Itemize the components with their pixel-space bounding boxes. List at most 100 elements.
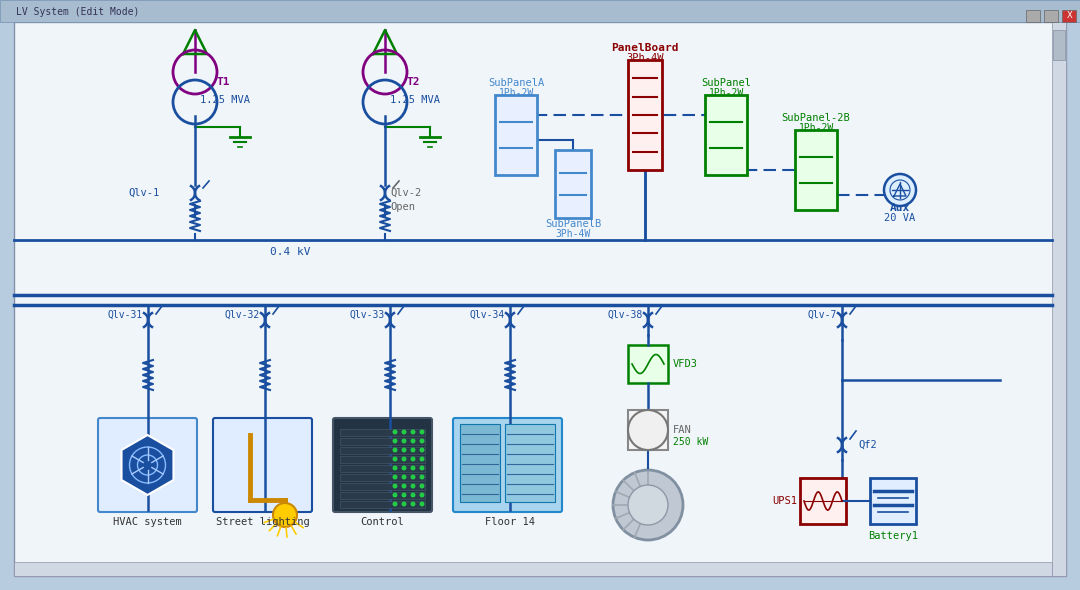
FancyBboxPatch shape (460, 424, 500, 502)
Circle shape (419, 438, 424, 444)
Text: Battery1: Battery1 (868, 531, 918, 541)
FancyBboxPatch shape (333, 418, 432, 512)
Text: SubPanelA: SubPanelA (488, 78, 544, 88)
Text: Qlv-1: Qlv-1 (129, 188, 160, 198)
Circle shape (392, 502, 397, 506)
FancyBboxPatch shape (1052, 22, 1066, 576)
FancyBboxPatch shape (627, 60, 662, 170)
Text: Qlv-32: Qlv-32 (225, 310, 260, 320)
Text: 20 VA: 20 VA (885, 213, 916, 223)
Circle shape (410, 430, 416, 434)
Text: 3Ph-4W: 3Ph-4W (555, 229, 591, 239)
Circle shape (627, 410, 669, 450)
FancyBboxPatch shape (14, 22, 1066, 576)
Circle shape (419, 502, 424, 506)
Text: Qlv-33: Qlv-33 (350, 310, 384, 320)
Text: Aux: Aux (890, 203, 910, 213)
FancyBboxPatch shape (627, 345, 669, 383)
Text: T1: T1 (216, 77, 230, 87)
FancyBboxPatch shape (1026, 10, 1040, 22)
FancyBboxPatch shape (340, 492, 426, 499)
Circle shape (392, 447, 397, 453)
Circle shape (627, 485, 669, 525)
Text: T2: T2 (406, 77, 420, 87)
Circle shape (419, 493, 424, 497)
Text: LV System (Edit Mode): LV System (Edit Mode) (16, 7, 139, 17)
Text: 1Ph-2W: 1Ph-2W (708, 88, 744, 98)
Text: PanelBoard: PanelBoard (611, 43, 678, 53)
Text: 1.25 MVA: 1.25 MVA (200, 95, 249, 105)
Text: UPS1: UPS1 (772, 496, 797, 506)
Text: 3Ph-4W: 3Ph-4W (626, 53, 664, 63)
Text: 0.4 kV: 0.4 kV (270, 247, 310, 257)
FancyBboxPatch shape (795, 130, 837, 210)
FancyBboxPatch shape (627, 410, 669, 450)
Text: Open: Open (390, 202, 415, 212)
Circle shape (419, 474, 424, 480)
Text: Qlv-34: Qlv-34 (470, 310, 505, 320)
Text: Floor 14: Floor 14 (485, 517, 535, 527)
FancyBboxPatch shape (340, 429, 426, 436)
Circle shape (392, 457, 397, 461)
FancyBboxPatch shape (870, 478, 916, 524)
Circle shape (402, 474, 406, 480)
Circle shape (613, 470, 683, 540)
Text: Qlv-7: Qlv-7 (808, 310, 837, 320)
Text: Control: Control (361, 517, 404, 527)
Circle shape (402, 438, 406, 444)
Circle shape (410, 466, 416, 470)
Circle shape (392, 493, 397, 497)
Circle shape (410, 493, 416, 497)
FancyBboxPatch shape (555, 150, 591, 218)
Circle shape (410, 474, 416, 480)
Circle shape (273, 503, 297, 527)
Text: 1Ph-2W: 1Ph-2W (498, 88, 534, 98)
Circle shape (402, 483, 406, 489)
Text: Qf2: Qf2 (858, 440, 877, 450)
FancyBboxPatch shape (340, 474, 426, 481)
Text: SubPanelB: SubPanelB (545, 219, 602, 229)
Circle shape (392, 438, 397, 444)
Text: HVAC system: HVAC system (113, 517, 181, 527)
FancyBboxPatch shape (98, 418, 197, 512)
FancyBboxPatch shape (1062, 10, 1076, 22)
FancyBboxPatch shape (705, 95, 747, 175)
Circle shape (419, 483, 424, 489)
Text: VFD3: VFD3 (673, 359, 698, 369)
FancyBboxPatch shape (340, 456, 426, 463)
Text: Qlv-2: Qlv-2 (390, 188, 421, 198)
Circle shape (402, 447, 406, 453)
Circle shape (402, 466, 406, 470)
FancyBboxPatch shape (340, 465, 426, 472)
Circle shape (392, 430, 397, 434)
Circle shape (392, 466, 397, 470)
Circle shape (402, 457, 406, 461)
FancyBboxPatch shape (14, 562, 1052, 576)
Circle shape (410, 447, 416, 453)
Circle shape (402, 493, 406, 497)
FancyBboxPatch shape (495, 95, 537, 175)
Circle shape (419, 457, 424, 461)
Circle shape (410, 483, 416, 489)
Circle shape (402, 502, 406, 506)
Circle shape (419, 466, 424, 470)
FancyBboxPatch shape (340, 447, 426, 454)
FancyBboxPatch shape (1044, 10, 1058, 22)
FancyBboxPatch shape (453, 418, 562, 512)
FancyBboxPatch shape (505, 424, 555, 502)
Circle shape (419, 447, 424, 453)
Circle shape (410, 457, 416, 461)
Text: FAN: FAN (673, 425, 692, 435)
Circle shape (392, 483, 397, 489)
FancyBboxPatch shape (213, 418, 312, 512)
FancyBboxPatch shape (340, 501, 426, 508)
Text: X: X (1067, 11, 1072, 21)
Text: Qlv-38: Qlv-38 (608, 310, 643, 320)
Polygon shape (122, 435, 174, 495)
Text: 1.25 MVA: 1.25 MVA (390, 95, 440, 105)
FancyBboxPatch shape (1053, 30, 1065, 60)
FancyBboxPatch shape (800, 478, 846, 524)
Circle shape (885, 174, 916, 206)
Circle shape (419, 430, 424, 434)
FancyBboxPatch shape (340, 483, 426, 490)
